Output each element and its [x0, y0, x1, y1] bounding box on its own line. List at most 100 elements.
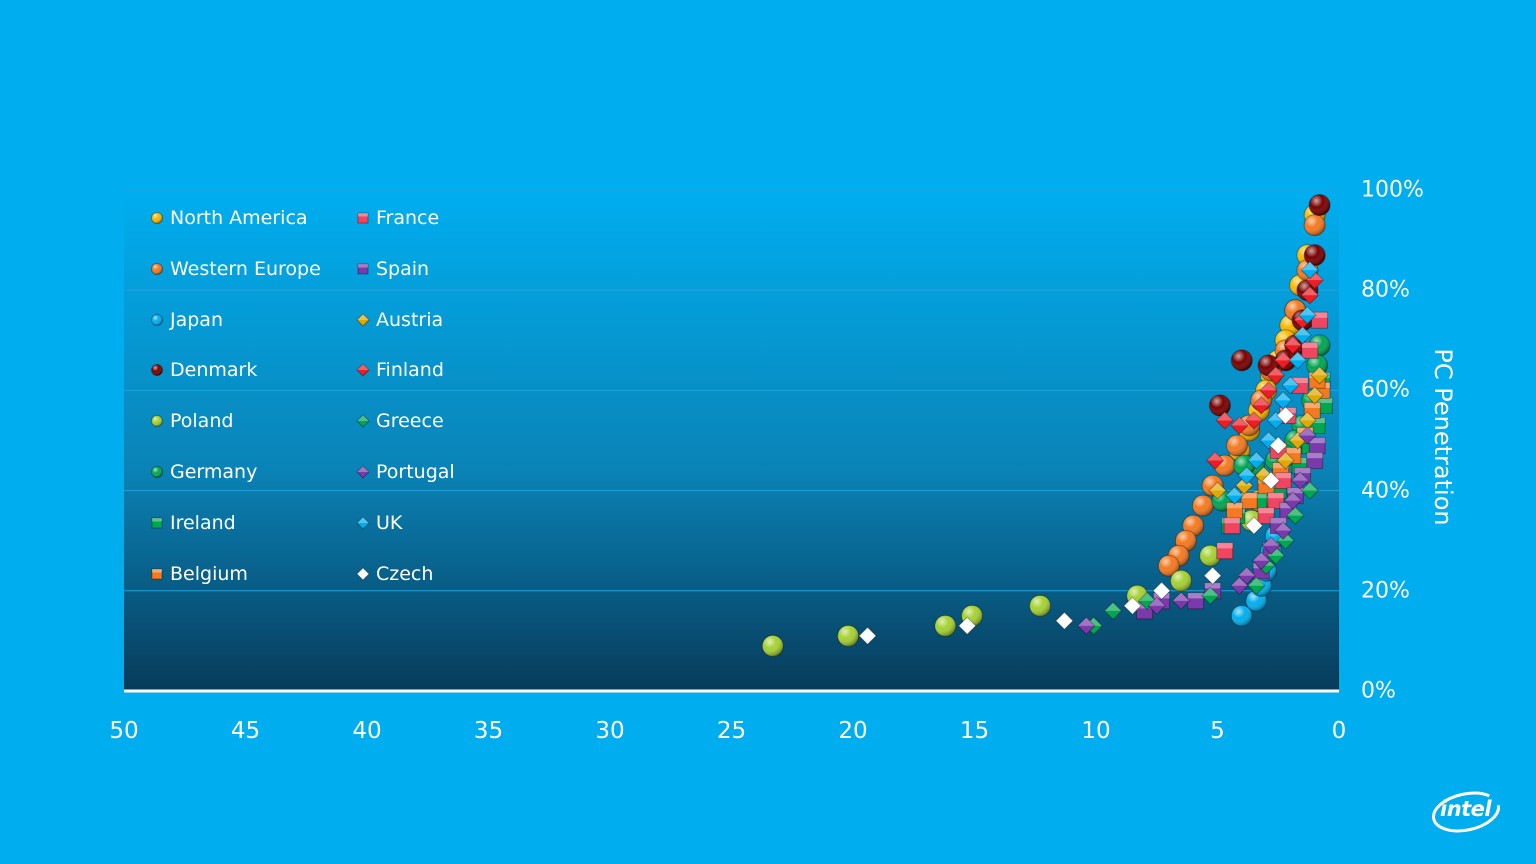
data-point-belgium: [1226, 502, 1244, 520]
data-point-western-europe: [1225, 434, 1248, 457]
legend-label: Czech: [376, 562, 434, 585]
data-point-france: [1257, 507, 1275, 525]
data-point-poland: [761, 634, 784, 657]
y-tick-label: 80%: [1361, 277, 1410, 303]
legend-item-denmark: Denmark: [150, 355, 356, 385]
y-tick-label: 60%: [1361, 377, 1410, 403]
data-point-portugal: [1261, 536, 1281, 555]
legend-label: Ireland: [170, 511, 236, 534]
legend-label: Western Europe: [170, 257, 321, 280]
data-point-uk: [1247, 451, 1266, 470]
legend-marker-diamond-icon: [356, 465, 370, 479]
data-point-belgium: [1240, 492, 1258, 510]
legend-marker-diamond-icon: [356, 516, 370, 530]
data-points: [761, 194, 1333, 657]
data-point-uk: [1300, 260, 1320, 280]
legend-marker-square-icon: [357, 212, 369, 224]
legend-label: UK: [376, 511, 403, 534]
data-point-czech: [1269, 436, 1288, 455]
legend-marker-diamond-icon: [356, 566, 370, 581]
data-point-finland: [1300, 286, 1320, 305]
data-point-czech: [1244, 516, 1264, 535]
data-point-poland: [1199, 544, 1222, 567]
data-point-finland: [1252, 396, 1271, 415]
data-point-denmark: [1308, 194, 1331, 217]
legend-item-japan: Japan: [150, 305, 356, 335]
data-point-portugal: [1298, 426, 1317, 445]
data-point-uk: [1288, 351, 1307, 370]
data-point-japan: [1230, 604, 1253, 627]
data-point-finland: [1215, 411, 1234, 430]
legend-marker-diamond-icon: [356, 363, 370, 378]
data-point-uk: [1298, 306, 1317, 325]
intel-logo-swoosh: [1432, 791, 1500, 833]
data-point-finland: [1230, 416, 1249, 435]
legend-marker: [356, 465, 370, 479]
legend-item-austria: Austria: [356, 305, 556, 335]
legend-marker: [151, 313, 163, 326]
data-point-czech: [1055, 611, 1074, 631]
legend-item-ireland: Ireland: [150, 508, 356, 538]
data-point-czech: [1152, 581, 1171, 601]
data-point-czech: [958, 616, 977, 636]
legend-label: North America: [170, 207, 308, 229]
legend-marker: [151, 517, 163, 529]
x-tick-label: 15: [959, 718, 990, 744]
legend-item-greece: Greece: [356, 406, 556, 436]
data-point-portugal: [1283, 491, 1303, 510]
data-point-denmark: [1303, 244, 1326, 267]
data-point-portugal: [1237, 566, 1256, 585]
legend-marker-diamond-icon: [356, 414, 370, 428]
chart-legend: North America France Western Europe Spain Ja…: [150, 203, 556, 609]
data-point-france: [1223, 517, 1241, 535]
data-point-greece: [1300, 481, 1320, 500]
data-point-denmark: [1208, 394, 1231, 417]
legend-marker: [356, 312, 370, 327]
data-point-czech: [1123, 596, 1142, 616]
data-point-greece: [1201, 586, 1220, 606]
legend-item-uk: UK: [356, 508, 556, 538]
data-point-western-europe: [1157, 554, 1180, 577]
legend-label: Portugal: [376, 460, 455, 483]
x-tick-label: 50: [109, 718, 139, 744]
data-point-portugal: [1147, 596, 1166, 616]
data-point-denmark: [1230, 349, 1253, 372]
legend-marker: [151, 415, 163, 428]
legend-marker: [151, 364, 163, 377]
data-point-france: [1311, 311, 1329, 329]
x-tick-label: 10: [1081, 718, 1111, 744]
legend-marker-circle-icon: [151, 415, 163, 428]
data-point-uk: [1237, 466, 1256, 485]
legend-item-belgium: Belgium: [150, 559, 356, 589]
legend-label: Finland: [376, 359, 444, 382]
data-point-portugal: [1077, 616, 1096, 636]
data-point-finland: [1266, 366, 1286, 385]
intel-logo: intel: [1440, 797, 1492, 821]
legend-marker: [151, 262, 163, 275]
y-tick-label: 0%: [1361, 678, 1396, 704]
data-point-uk: [1273, 391, 1293, 410]
data-point-greece: [1103, 601, 1123, 621]
legend-marker-square-icon: [357, 263, 369, 275]
x-tick-label: 40: [352, 718, 382, 744]
legend-label: Spain: [376, 257, 430, 280]
data-point-france: [1301, 341, 1319, 359]
y-tick-label: 20%: [1361, 578, 1410, 604]
data-point-spain: [1306, 452, 1324, 470]
data-point-finland: [1273, 351, 1293, 370]
legend-item-north-america: North America: [150, 203, 356, 233]
x-tick-label: 45: [230, 718, 261, 744]
x-tick-label: 5: [1210, 718, 1225, 744]
legend-marker: [151, 465, 163, 478]
data-point-poland: [1170, 569, 1193, 592]
data-point-czech: [1261, 471, 1281, 490]
x-tick-label: 25: [716, 718, 747, 744]
legend-item-western-europe: Western Europe: [150, 254, 356, 284]
legend-marker-circle-icon: [151, 364, 163, 377]
x-tick-label: 30: [595, 718, 625, 744]
data-point-portugal: [1252, 551, 1271, 570]
y-tick-label: 100%: [1361, 177, 1424, 203]
data-point-finland: [1205, 451, 1225, 470]
data-point-austria: [1298, 411, 1317, 430]
